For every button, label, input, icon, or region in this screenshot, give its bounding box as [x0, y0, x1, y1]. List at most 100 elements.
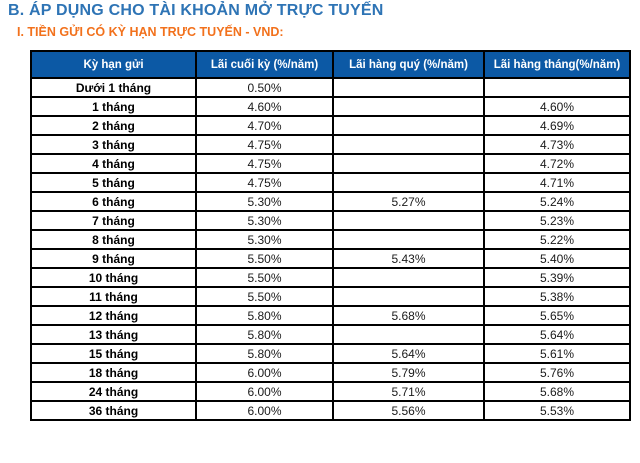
table-row: Dưới 1 tháng 0.50% [30, 77, 631, 98]
rate-monthly-cell: 5.23% [483, 210, 631, 231]
rate-quarterly-cell: 5.71% [332, 381, 485, 402]
table-row: 2 tháng 4.70% 4.69% [30, 115, 631, 136]
table-row: 12 tháng 5.80% 5.68% 5.65% [30, 305, 631, 326]
rate-monthly-cell: 5.68% [483, 381, 631, 402]
term-cell: 12 tháng [30, 305, 197, 326]
header-row: Kỳ hạn gửi Lãi cuối kỳ (%/năm) Lãi hàng … [30, 50, 631, 79]
rate-quarterly-cell: 5.27% [332, 191, 485, 212]
page-title: B. ÁP DỤNG CHO TÀI KHOẢN MỞ TRỰC TUYẾN [8, 2, 384, 19]
section-subtitle: I. TIỀN GỬI CÓ KỲ HẠN TRỰC TUYẾN - VND: [17, 25, 284, 39]
rate-monthly-cell [483, 77, 631, 98]
rate-end-of-term-cell: 5.80% [195, 343, 334, 364]
term-cell: 3 tháng [30, 134, 197, 155]
rate-monthly-cell: 5.76% [483, 362, 631, 383]
term-cell: 11 tháng [30, 286, 197, 307]
term-cell: 6 tháng [30, 191, 197, 212]
table-row: 3 tháng 4.75% 4.73% [30, 134, 631, 155]
term-cell: 15 tháng [30, 343, 197, 364]
rate-monthly-cell: 5.64% [483, 324, 631, 345]
term-cell: 4 tháng [30, 153, 197, 174]
rate-monthly-cell: 4.71% [483, 172, 631, 193]
rate-end-of-term-cell: 5.50% [195, 267, 334, 288]
rate-monthly-cell: 4.72% [483, 153, 631, 174]
term-cell: 8 tháng [30, 229, 197, 250]
rate-end-of-term-cell: 5.30% [195, 229, 334, 250]
table-row: 9 tháng 5.50% 5.43% 5.40% [30, 248, 631, 269]
rate-quarterly-cell [332, 77, 485, 98]
rate-end-of-term-cell: 4.60% [195, 96, 334, 117]
term-cell: Dưới 1 tháng [30, 77, 197, 98]
rate-end-of-term-cell: 6.00% [195, 381, 334, 402]
rate-monthly-cell: 4.60% [483, 96, 631, 117]
rate-end-of-term-cell: 4.75% [195, 172, 334, 193]
rate-table-header: Kỳ hạn gửi Lãi cuối kỳ (%/năm) Lãi hàng … [30, 50, 631, 79]
rate-monthly-cell: 4.69% [483, 115, 631, 136]
rate-end-of-term-cell: 5.30% [195, 210, 334, 231]
rate-end-of-term-cell: 4.70% [195, 115, 334, 136]
table-row: 5 tháng 4.75% 4.71% [30, 172, 631, 193]
table-row: 7 tháng 5.30% 5.23% [30, 210, 631, 231]
rate-quarterly-cell: 5.68% [332, 305, 485, 326]
rate-quarterly-cell: 5.43% [332, 248, 485, 269]
rate-end-of-term-cell: 6.00% [195, 362, 334, 383]
term-cell: 18 tháng [30, 362, 197, 383]
table-row: 36 tháng 6.00% 5.56% 5.53% [30, 400, 631, 421]
rate-quarterly-cell [332, 267, 485, 288]
col-header-monthly-rate: Lãi hàng tháng(%/năm) [483, 50, 631, 79]
interest-rate-table: Kỳ hạn gửi Lãi cuối kỳ (%/năm) Lãi hàng … [30, 50, 631, 421]
term-cell: 36 tháng [30, 400, 197, 421]
rate-end-of-term-cell: 4.75% [195, 153, 334, 174]
col-header-quarterly-rate: Lãi hàng quý (%/năm) [332, 50, 485, 79]
term-cell: 13 tháng [30, 324, 197, 345]
rate-end-of-term-cell: 6.00% [195, 400, 334, 421]
term-cell: 7 tháng [30, 210, 197, 231]
term-cell: 1 tháng [30, 96, 197, 117]
rate-end-of-term-cell: 5.50% [195, 286, 334, 307]
table-row: 10 tháng 5.50% 5.39% [30, 267, 631, 288]
rate-quarterly-cell: 5.56% [332, 400, 485, 421]
table-row: 6 tháng 5.30% 5.27% 5.24% [30, 191, 631, 212]
rate-end-of-term-cell: 5.30% [195, 191, 334, 212]
rate-table-body: Dưới 1 tháng 0.50% 1 tháng 4.60% 4.60% 2 thán… [30, 77, 631, 421]
rate-monthly-cell: 5.53% [483, 400, 631, 421]
rate-monthly-cell: 5.24% [483, 191, 631, 212]
rate-quarterly-cell [332, 134, 485, 155]
term-cell: 10 tháng [30, 267, 197, 288]
table-row: 4 tháng 4.75% 4.72% [30, 153, 631, 174]
table-row: 13 tháng 5.80% 5.64% [30, 324, 631, 345]
rate-end-of-term-cell: 5.50% [195, 248, 334, 269]
table-row: 18 tháng 6.00% 5.79% 5.76% [30, 362, 631, 383]
rate-monthly-cell: 5.65% [483, 305, 631, 326]
rate-monthly-cell: 5.40% [483, 248, 631, 269]
rate-monthly-cell: 5.38% [483, 286, 631, 307]
rate-quarterly-cell [332, 96, 485, 117]
rate-monthly-cell: 5.22% [483, 229, 631, 250]
rate-quarterly-cell [332, 229, 485, 250]
table-row: 24 tháng 6.00% 5.71% 5.68% [30, 381, 631, 402]
table-row: 15 tháng 5.80% 5.64% 5.61% [30, 343, 631, 364]
term-cell: 24 tháng [30, 381, 197, 402]
table-row: 8 tháng 5.30% 5.22% [30, 229, 631, 250]
table-row: 1 tháng 4.60% 4.60% [30, 96, 631, 117]
rate-end-of-term-cell: 5.80% [195, 324, 334, 345]
term-cell: 2 tháng [30, 115, 197, 136]
rate-quarterly-cell [332, 172, 485, 193]
rate-monthly-cell: 5.39% [483, 267, 631, 288]
col-header-end-of-term-rate: Lãi cuối kỳ (%/năm) [195, 50, 334, 79]
col-header-term: Kỳ hạn gửi [30, 50, 197, 79]
rate-monthly-cell: 5.61% [483, 343, 631, 364]
rate-quarterly-cell [332, 153, 485, 174]
rate-quarterly-cell [332, 115, 485, 136]
rate-monthly-cell: 4.73% [483, 134, 631, 155]
term-cell: 5 tháng [30, 172, 197, 193]
rate-quarterly-cell [332, 210, 485, 231]
rate-quarterly-cell [332, 286, 485, 307]
table-row: 11 tháng 5.50% 5.38% [30, 286, 631, 307]
rate-end-of-term-cell: 4.75% [195, 134, 334, 155]
rate-end-of-term-cell: 0.50% [195, 77, 334, 98]
rate-quarterly-cell: 5.64% [332, 343, 485, 364]
rate-quarterly-cell: 5.79% [332, 362, 485, 383]
rate-quarterly-cell [332, 324, 485, 345]
rate-end-of-term-cell: 5.80% [195, 305, 334, 326]
